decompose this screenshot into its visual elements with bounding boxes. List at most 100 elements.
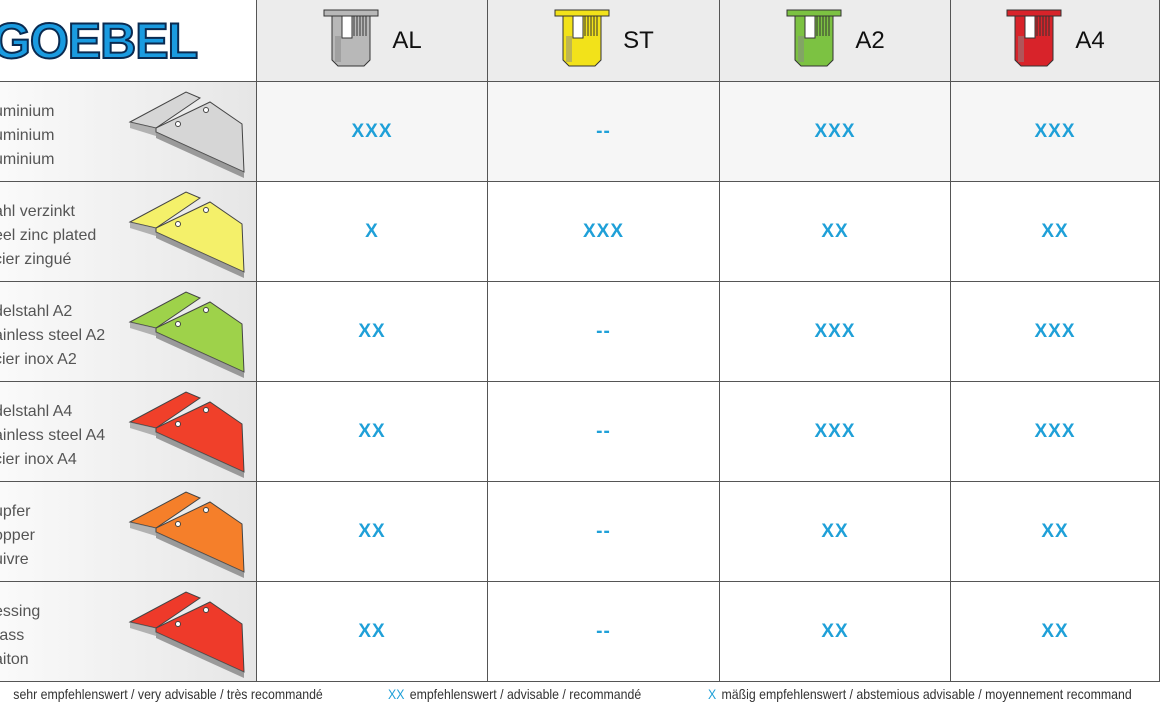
material-names: delstahl A2 ainless steel A2 cier inox A2 [0,300,105,372]
rating-cell: XXX [951,282,1160,382]
material-name: aiton [0,651,29,668]
rating-value: XX [1041,620,1069,642]
material-name: ainless steel A4 [0,427,106,444]
rating-cell: XXX [720,282,951,382]
row-label-material: delstahl A2 ainless steel A2 cier inox A2 [0,282,257,382]
rivet-nut-icon [553,6,611,75]
rating-value: XX [821,520,849,542]
rating-value: XX [821,620,849,642]
rating-value: XX [1041,220,1069,242]
material-plate-icon [126,388,252,485]
material-name: cier inox A2 [0,351,77,368]
rating-value: XXX [351,120,393,142]
legend-key: XX [387,686,405,702]
rating-cell: XXX [488,182,720,282]
rating-value: XXX [582,220,625,242]
material-name: delstahl A2 [0,303,73,320]
rating-cell: -- [488,482,720,582]
rating-cell: XXX [951,382,1160,482]
legend-key: X [707,686,717,702]
material-plate-icon [126,88,252,185]
rating-value: XX [358,620,386,642]
rivet-nut-icon [1005,6,1063,75]
column-label: AL [392,26,422,54]
rating-cell: XXX [720,82,951,182]
logo: GOEBEL [0,0,257,82]
material-name: upfer [0,503,31,520]
rating-value: XXX [1034,320,1076,342]
rivet-nut-icon [785,6,843,75]
rivet-nut-icon [322,6,380,75]
rating-value: -- [596,520,611,542]
material-name: uminium [0,127,55,144]
column-header-st: ST [488,0,720,82]
material-names: essing rass aiton [0,600,40,672]
material-name: cier zingué [0,251,72,268]
row-label-material: uminium uminium uminium [0,82,257,182]
rating-cell: -- [488,282,720,382]
rating-cell: -- [488,382,720,482]
column-header-a4: A4 [951,0,1160,82]
rating-value: XXX [1034,120,1076,142]
material-plate-icon [126,588,252,685]
rating-value: XX [821,220,849,242]
rating-value: -- [596,620,611,642]
material-name: rass [0,627,25,644]
rating-cell: XX [720,582,951,682]
column-header-al: AL [257,0,488,82]
legend-text: mäßig empfehlenswert / abstemious advisa… [721,686,1132,702]
rating-cell: XX [951,582,1160,682]
rating-cell: -- [488,82,720,182]
material-plate-icon [126,488,252,585]
legend-item: sehr empfehlenswert / very advisable / t… [8,686,323,702]
material-name: opper [0,527,35,544]
rating-value: XX [358,320,386,342]
compatibility-table: GOEBEL AL ST A2 A4 uminium uminium uminium XXX -… [0,0,1160,682]
material-plate-icon [126,188,252,285]
rating-value: XXX [814,420,856,442]
material-name: uminium [0,103,55,120]
rating-value: XX [358,520,386,542]
material-name: cier inox A4 [0,451,77,468]
material-name: essing [0,603,41,620]
column-header-a2: A2 [720,0,951,82]
column-label: A4 [1075,26,1105,54]
row-label-material: upfer opper uivre [0,482,257,582]
rating-cell: XX [720,182,951,282]
rating-cell: XXX [720,382,951,482]
rating-value: XXX [1034,420,1076,442]
legend-text: empfehlenswert / advisable / recommandé [409,686,642,702]
rating-cell: XX [951,182,1160,282]
rating-cell: XX [257,582,488,682]
rating-cell: XXX [257,82,488,182]
column-label: ST [623,26,654,54]
rating-value: XX [1041,520,1069,542]
row-label-material: delstahl A4 ainless steel A4 cier inox A4 [0,382,257,482]
rating-value: X [365,220,379,242]
row-label-material: ahl verzinkt eel zinc plated cier zingué [0,182,257,282]
material-name: ainless steel A2 [0,327,106,344]
material-name: eel zinc plated [0,227,97,244]
material-name: delstahl A4 [0,403,73,420]
material-plate-icon [126,288,252,385]
material-name: uminium [0,151,55,168]
rating-value: -- [596,320,611,342]
rating-value: XXX [814,320,856,342]
legend-item: XX empfehlenswert / advisable / recommand… [388,686,641,702]
rating-cell: XX [720,482,951,582]
rating-cell: XX [257,382,488,482]
material-name: uivre [0,551,29,568]
rating-cell: XX [257,482,488,582]
rating-cell: XX [257,282,488,382]
rating-cell: X [257,182,488,282]
material-names: ahl verzinkt eel zinc plated cier zingué [0,200,96,272]
rating-cell: XX [951,482,1160,582]
material-names: upfer opper uivre [0,500,35,572]
rating-value: -- [596,120,611,142]
column-label: A2 [855,26,885,54]
material-name: ahl verzinkt [0,203,75,220]
material-names: delstahl A4 ainless steel A4 cier inox A4 [0,400,105,472]
rating-cell: -- [488,582,720,682]
rating-value: XXX [814,120,856,142]
